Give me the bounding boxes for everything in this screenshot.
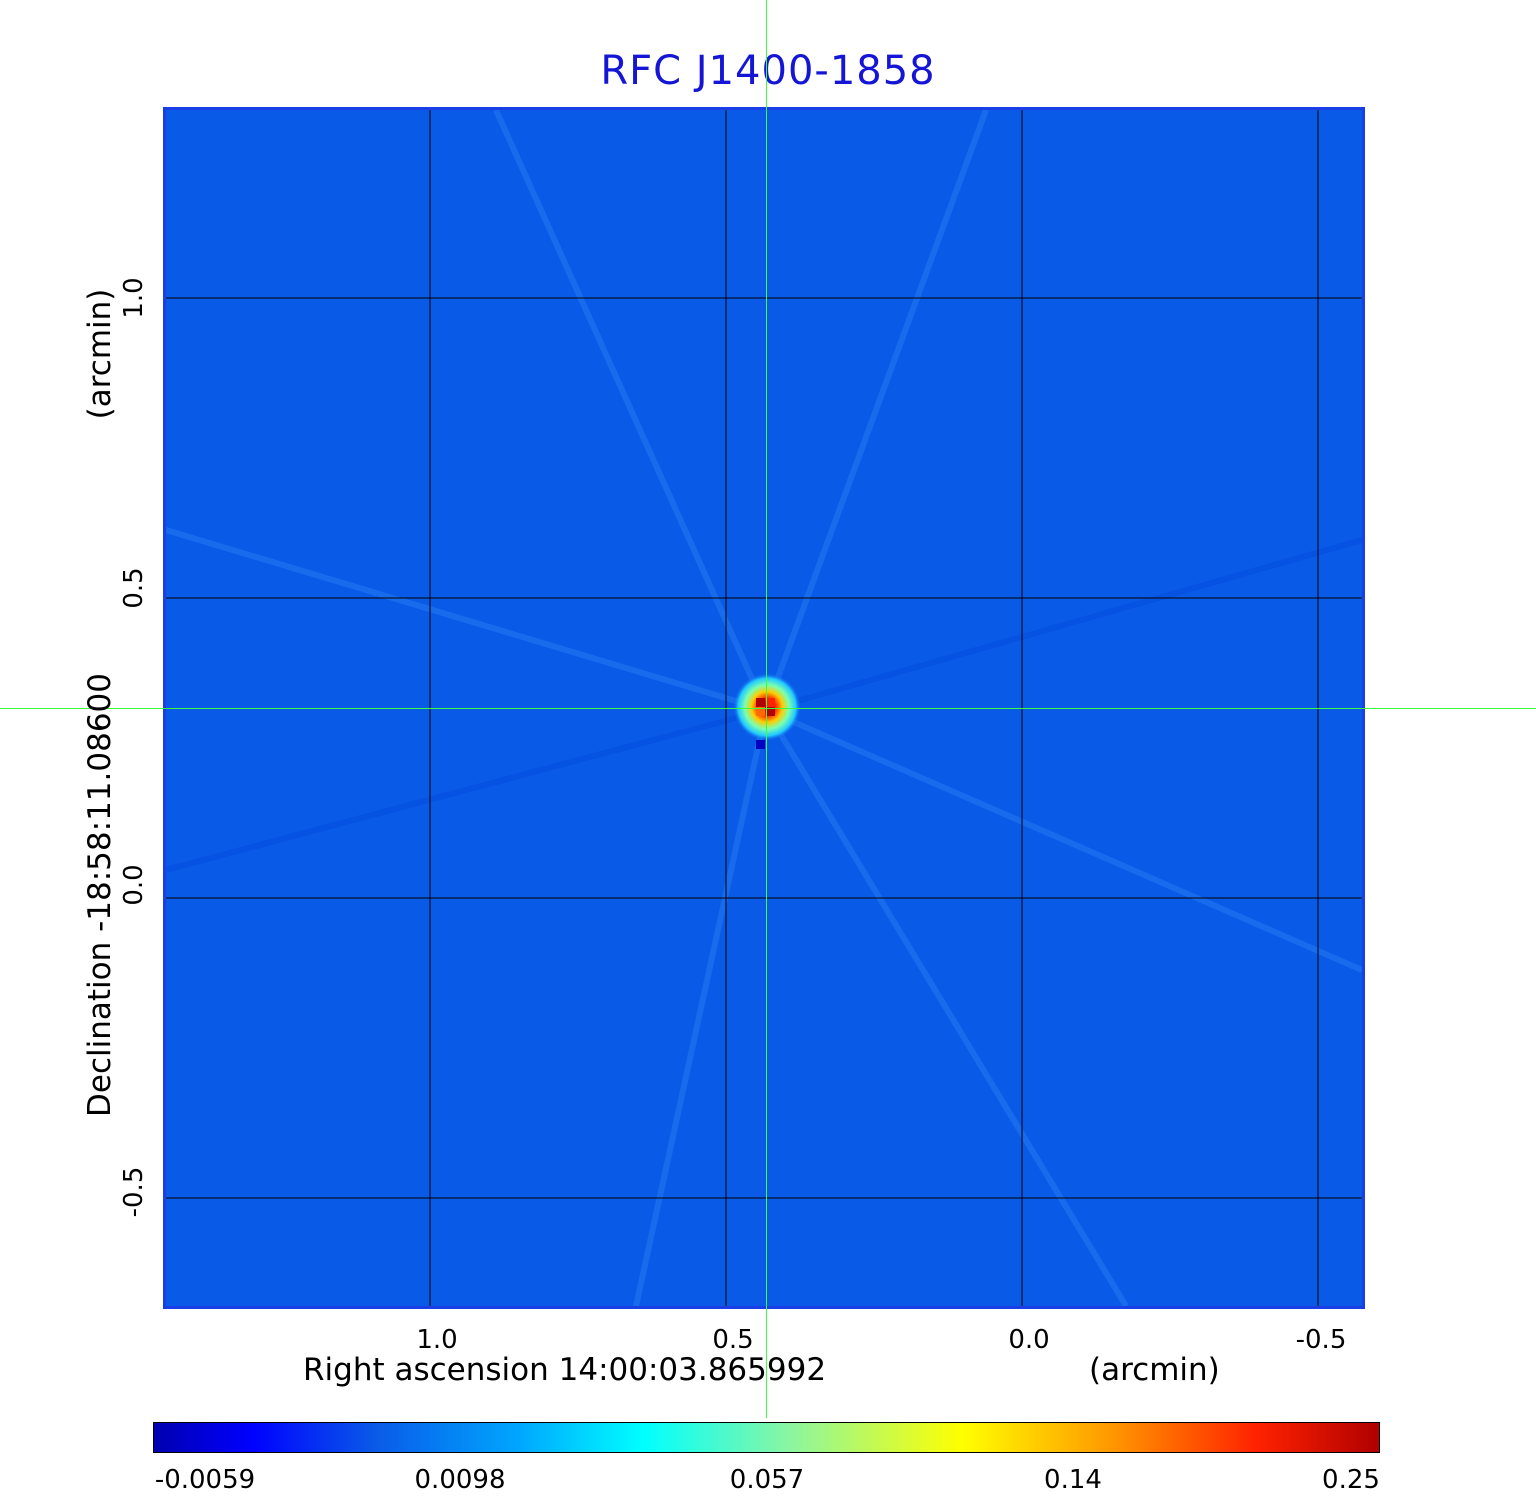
crosshair-vertical [766,0,767,1418]
y-tick-label: 0.0 [119,864,149,906]
y-axis-title: Declination -18:58:11.08600 [82,673,118,1117]
colorbar-label: 0.057 [729,1465,805,1495]
colorbar [153,1422,1380,1453]
colorbar-label: 0.25 [1322,1465,1380,1495]
colorbar-label: -0.0059 [154,1465,256,1495]
sidelobe-streaks [166,110,1362,1306]
y-tick-label: 1.0 [119,277,149,319]
y-tick-label: 0.5 [119,567,149,609]
y-tick-label: -0.5 [119,1166,149,1218]
y-axis-unit: (arcmin) [82,288,118,420]
x-axis-title: Right ascension 14:00:03.865992 [303,1352,827,1388]
x-tick-label: 1.0 [416,1325,458,1355]
crosshair-horizontal [0,708,1536,709]
image-title: RFC J1400-1858 [600,48,936,94]
x-tick-label: -0.5 [1295,1325,1347,1355]
colorbar-label: 0.0098 [414,1465,506,1495]
compact-source [733,673,801,749]
x-tick-label: 0.0 [1008,1325,1050,1355]
colorbar-label: 0.14 [1044,1465,1102,1495]
x-axis-unit: (arcmin) [1089,1352,1220,1388]
x-tick-label: 0.5 [712,1325,754,1355]
